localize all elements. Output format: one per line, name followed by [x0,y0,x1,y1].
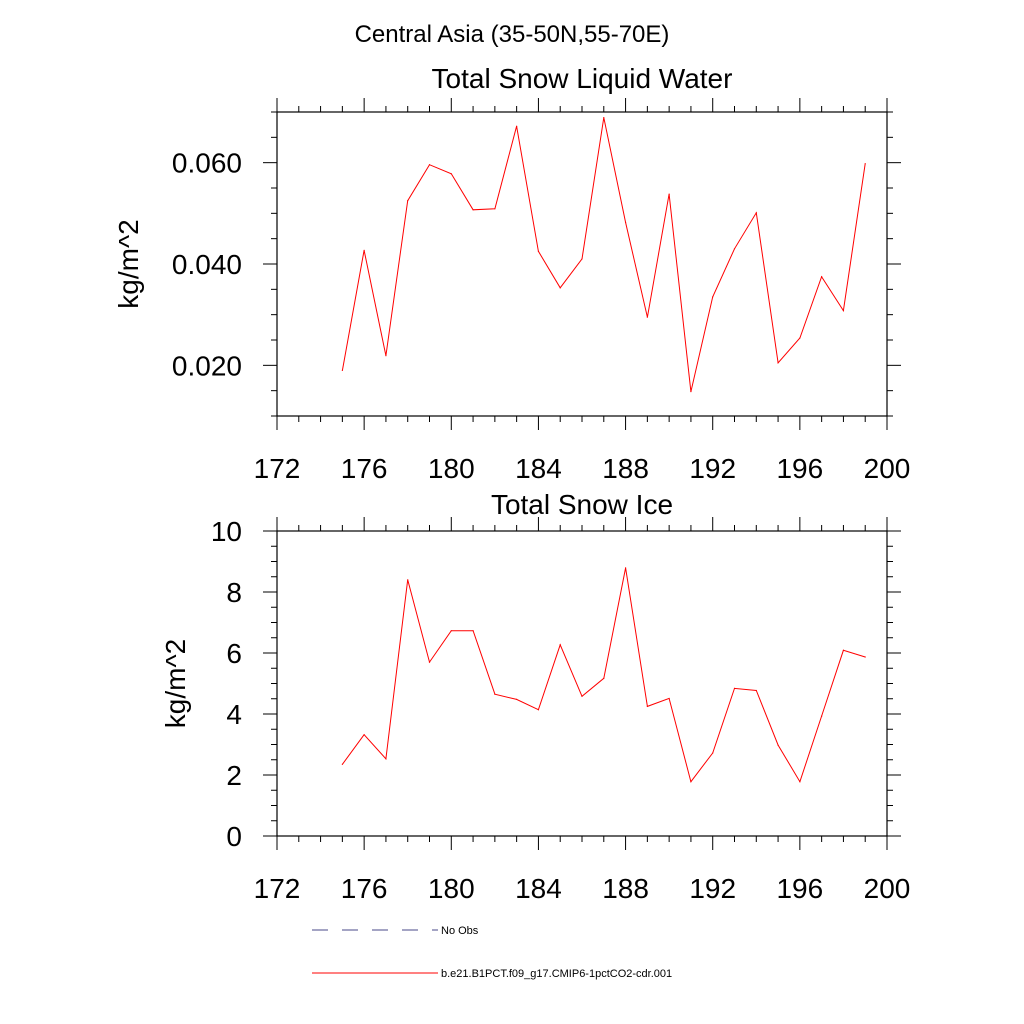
data-point [733,687,736,689]
legend-model-label: b.e21.B1PCT.f09_g17.CMIP6-1pctCO2-cdr.00… [441,968,672,980]
data-point [755,689,757,692]
data-point [821,276,823,278]
data-point [537,709,540,711]
data-point [385,758,387,760]
y-tick-label: 6 [226,638,242,669]
data-point [516,125,518,127]
panel-snow-liquid-water: Total Snow Liquid Water kg/m^2 172 176 180 18… [113,63,910,484]
data-point [407,579,409,581]
data-point [712,752,714,754]
x-tick-label: 200 [864,873,911,904]
y-tick-label: 0.040 [172,249,242,280]
data-point [603,116,605,119]
y-axis-label: kg/m^2 [160,639,191,728]
x-tick-label: 176 [341,873,388,904]
data-point [624,567,627,569]
x-tick-label: 184 [515,453,562,484]
x-tick-label: 196 [776,453,823,484]
x-tick-label: 200 [864,453,911,484]
x-tick-label: 172 [254,453,301,484]
data-point [842,649,845,651]
chart-title: Total Snow Liquid Water [432,63,733,94]
y-tick-label: 8 [226,577,242,608]
page-title: Central Asia (35-50N,55-70E) [355,21,670,48]
y-tick-label: 2 [226,760,242,791]
x-tick-label: 180 [428,873,475,904]
x-tick-label: 192 [689,873,736,904]
x-tick-label: 196 [776,873,823,904]
data-point [450,630,452,632]
data-point [559,287,561,289]
series-line [341,567,866,783]
data-point [603,677,605,679]
y-tick-label: 0.020 [172,350,242,381]
data-point [821,715,823,717]
data-point [581,695,583,697]
y-tick-label: 4 [226,699,242,730]
data-point [690,391,692,393]
data-point [581,258,583,260]
data-point [668,193,670,195]
y-tick-label: 10 [211,516,242,547]
data-point [864,163,866,165]
data-point [864,656,866,658]
x-tick-label: 184 [515,873,562,904]
y-tick-label: 0.060 [172,148,242,179]
x-tick-label: 188 [602,453,649,484]
x-tick-label: 176 [341,453,388,484]
y-axis-label: kg/m^2 [113,219,144,308]
data-point [472,209,474,211]
data-point [494,693,496,695]
data-point [842,310,845,312]
legend: No Obs b.e21.B1PCT.f09_g17.CMIP6-1pctCO2… [312,925,672,980]
data-point [646,316,648,318]
data-point [799,781,801,783]
data-point [690,781,692,783]
data-point [799,337,801,339]
legend-obs-label: No Obs [441,925,479,937]
x-tick-label: 188 [602,873,649,904]
data-point [537,250,540,252]
data-point [733,248,736,250]
series-line [341,117,866,392]
data-point [668,697,670,700]
data-point [341,369,343,371]
x-tick-label: 180 [428,453,475,484]
data-point [450,173,452,175]
data-point [428,661,431,663]
data-point [494,208,496,210]
data-point [472,630,474,632]
data-point [516,698,518,700]
x-tick-label: 172 [254,873,301,904]
plot-frame [276,111,888,417]
data-point [363,734,365,736]
data-point [428,164,431,166]
data-point [755,212,757,214]
data-point [646,705,648,707]
panel-snow-ice: Total Snow Ice kg/m^2 172 176 180 184 188 192 19… [160,489,910,904]
data-point [624,221,627,224]
data-point [385,355,387,357]
plot-frame [276,530,888,837]
data-point [777,362,779,364]
x-tick-label: 192 [689,453,736,484]
data-point [777,744,779,746]
data-point [407,200,409,202]
data-point [363,249,365,251]
data-point [559,644,561,646]
data-point [341,763,343,765]
y-tick-label: 0 [226,821,242,852]
data-point [712,296,714,298]
chart-title: Total Snow Ice [491,489,673,520]
